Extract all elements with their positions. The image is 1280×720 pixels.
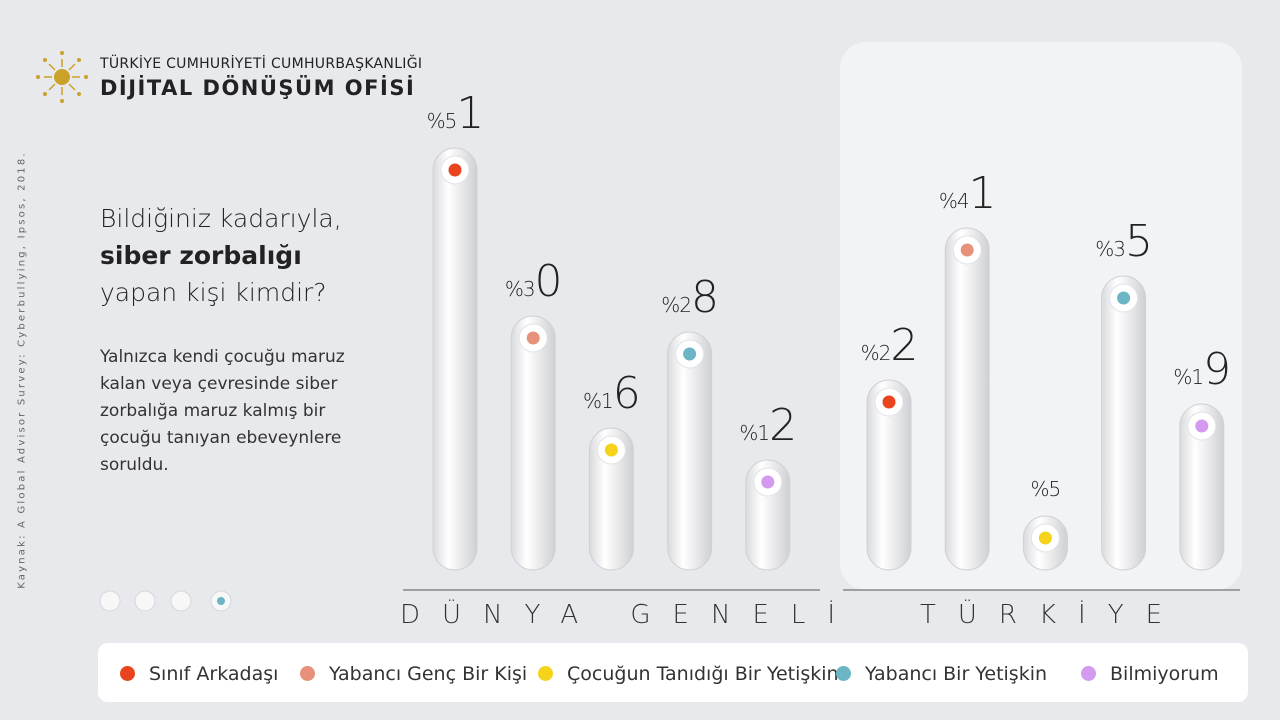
legend-swatch <box>1081 666 1096 681</box>
question-line: siber zorbalığı <box>100 241 302 270</box>
office-name: DİJİTAL DÖNÜŞÜM OFİSİ <box>100 76 416 100</box>
legend-swatch <box>538 666 553 681</box>
legend-entry: Sınıf Arkadaşı <box>120 663 278 685</box>
bar-dot <box>526 331 540 345</box>
legend-entry: Yabancı Genç Bir Kişi <box>300 663 527 685</box>
legend-label: Yabancı Bir Yetişkin <box>865 663 1048 685</box>
logo <box>36 51 88 103</box>
bar-dot <box>1117 291 1131 305</box>
legend-label: Yabancı Genç Bir Kişi <box>329 663 528 685</box>
legend-label: Çocuğun Tanıdığı Bir Yetişkin <box>567 663 839 685</box>
legend-label: Bilmiyorum <box>1110 663 1219 685</box>
value-label: %41 <box>938 168 997 219</box>
value-label: %51 <box>426 88 485 139</box>
bar-dot <box>604 443 618 457</box>
legend-entry: Bilmiyorum <box>1081 663 1219 685</box>
legend-swatch <box>120 666 135 681</box>
legend-entry: Yabancı Bir Yetişkin <box>836 663 1047 685</box>
group-label: TÜRKİYE <box>920 600 1185 630</box>
bar-dot <box>1195 419 1209 433</box>
question-line: yapan kişi kimdir? <box>100 278 327 307</box>
description: Yalnızca kendi çocuğu maruz kalan veya ç… <box>100 347 345 475</box>
question: Bildiğiniz kadarıyla, siber zorbalığı ya… <box>100 200 342 311</box>
value-label: %19 <box>1173 344 1231 395</box>
bar-dot <box>960 243 974 257</box>
value-label: %12 <box>739 400 797 451</box>
bar-dot <box>683 347 697 361</box>
value-label: %22 <box>860 320 919 371</box>
value-label: %5 <box>1030 477 1062 501</box>
bar-dot <box>1038 531 1052 545</box>
legend-swatch <box>300 666 315 681</box>
source: Kaynak: A Global Advisor Survey: Cyberbu… <box>16 151 28 589</box>
value-label: %35 <box>1095 216 1153 267</box>
value-label: %28 <box>661 272 719 323</box>
legend: Sınıf Arkadaşı Yabancı Genç Bir Kişi Çocuğ… <box>98 643 1248 702</box>
legend-entry: Çocuğun Tanıdığı Bir Yetişkin <box>538 663 839 685</box>
legend-swatch <box>836 666 851 681</box>
question-line: Bildiğiniz kadarıyla, <box>100 204 342 233</box>
org-name: TÜRKİYE CUMHURİYETİ CUMHURBAŞKANLIĞI <box>100 56 423 72</box>
bar-dot <box>448 163 462 177</box>
bar-dot <box>761 475 775 489</box>
bar-dot <box>882 395 896 409</box>
value-label: %30 <box>504 256 563 307</box>
pager <box>99 590 232 612</box>
value-label: %16 <box>583 368 641 419</box>
legend-label: Sınıf Arkadaşı <box>149 663 279 685</box>
group-label: DÜNYA GENELİ <box>400 600 858 630</box>
